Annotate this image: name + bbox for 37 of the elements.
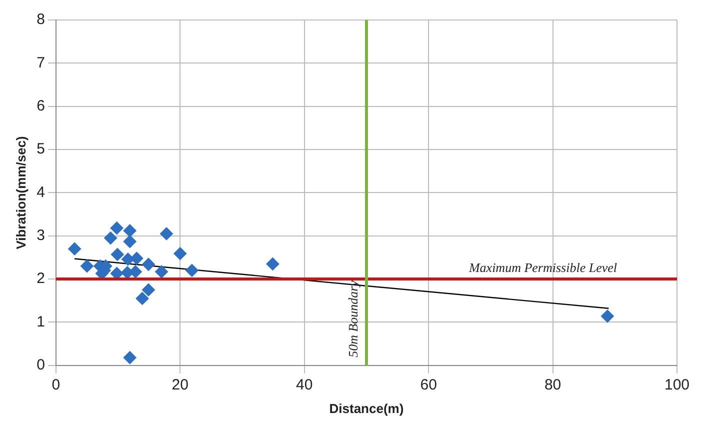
y-axis-title: Vibration(mm/sec) bbox=[13, 136, 28, 250]
point bbox=[130, 252, 144, 265]
point bbox=[174, 247, 187, 260]
point bbox=[155, 265, 168, 278]
x-tick-label: 80 bbox=[544, 376, 562, 394]
y-tick-label: 7 bbox=[36, 54, 45, 72]
x-axis-title: Distance(m) bbox=[329, 400, 404, 416]
y-tick-label: 5 bbox=[36, 140, 45, 158]
point bbox=[266, 257, 280, 270]
y-tick-label: 6 bbox=[36, 97, 45, 114]
point bbox=[123, 234, 136, 248]
x-tick-label: 100 bbox=[664, 376, 690, 394]
y-tick-label: 4 bbox=[36, 184, 45, 201]
point bbox=[104, 232, 118, 245]
y-tick-label: 3 bbox=[36, 227, 45, 244]
point bbox=[185, 264, 198, 277]
y-tick-label: 2 bbox=[36, 270, 45, 288]
point bbox=[110, 248, 124, 261]
ref-line-label: Maximum Permissible Level bbox=[468, 260, 618, 275]
x-tick-label: 60 bbox=[420, 376, 437, 394]
point bbox=[68, 242, 82, 256]
y-tick-label: 1 bbox=[36, 313, 45, 330]
point bbox=[142, 258, 155, 271]
y-tick-label: 8 bbox=[36, 11, 45, 28]
point bbox=[136, 292, 149, 305]
point bbox=[123, 351, 136, 364]
x-tick-label: 0 bbox=[52, 376, 60, 394]
point bbox=[142, 283, 155, 296]
point bbox=[80, 260, 94, 273]
point bbox=[160, 227, 173, 240]
point bbox=[123, 224, 136, 238]
point bbox=[600, 310, 614, 323]
x-tick-label: 20 bbox=[172, 376, 188, 394]
point bbox=[110, 222, 124, 235]
y-tick-label: 0 bbox=[36, 356, 45, 374]
x-tick-label: 40 bbox=[296, 376, 313, 394]
ref-line-label: 50m Boundary bbox=[345, 280, 360, 358]
